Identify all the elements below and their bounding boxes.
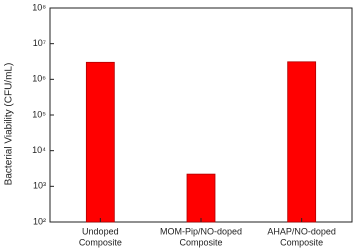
bar (85, 61, 115, 223)
y-tick-label: 10⁴ (32, 145, 46, 155)
y-tick-label: 10⁷ (33, 38, 46, 48)
bar (186, 173, 216, 223)
x-tick-label: AHAP/NO-doped (267, 226, 336, 236)
y-tick-label: 10⁵ (32, 109, 46, 119)
x-tick-label: Composite (179, 237, 222, 247)
bar (287, 61, 317, 223)
x-tick-label: Undoped (82, 226, 119, 236)
y-axis-label: Bacterial Viability (CFU/mL) (4, 63, 15, 186)
y-tick-label: 10³ (33, 181, 46, 191)
y-tick-label: 10⁶ (32, 74, 46, 84)
y-tick-label: 10² (33, 216, 46, 226)
x-tick-label: Composite (79, 237, 122, 247)
x-tick-label: Composite (280, 237, 323, 247)
x-tick-label: MOM-Pip/NO-doped (160, 226, 242, 236)
y-tick-label: 10⁸ (32, 2, 46, 12)
